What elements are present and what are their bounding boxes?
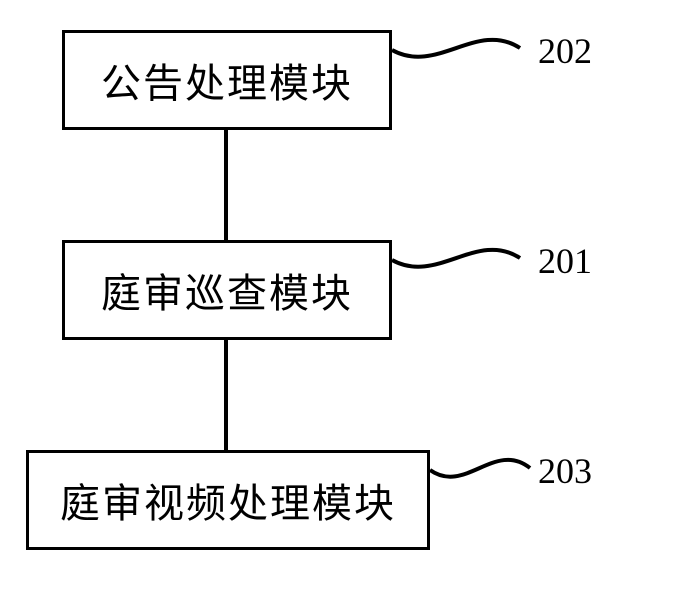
ref-label-203: 203 [538, 450, 592, 492]
node-trial-inspection-module: 庭审巡查模块 [62, 240, 392, 340]
diagram-canvas: 公告处理模块 202 庭审巡查模块 201 庭审视频处理模块 203 [0, 0, 679, 592]
node-label: 庭审视频处理模块 [60, 471, 396, 529]
ref-label-201: 201 [538, 240, 592, 282]
edge-vertical [224, 340, 228, 450]
ref-label-202: 202 [538, 30, 592, 72]
node-label: 庭审巡查模块 [101, 261, 353, 319]
node-label: 公告处理模块 [101, 51, 353, 109]
edge-vertical [224, 130, 228, 240]
node-announcement-module: 公告处理模块 [62, 30, 392, 130]
connector-curve [392, 240, 532, 280]
node-trial-video-module: 庭审视频处理模块 [26, 450, 430, 550]
connector-curve [430, 450, 540, 490]
connector-curve [392, 30, 532, 70]
